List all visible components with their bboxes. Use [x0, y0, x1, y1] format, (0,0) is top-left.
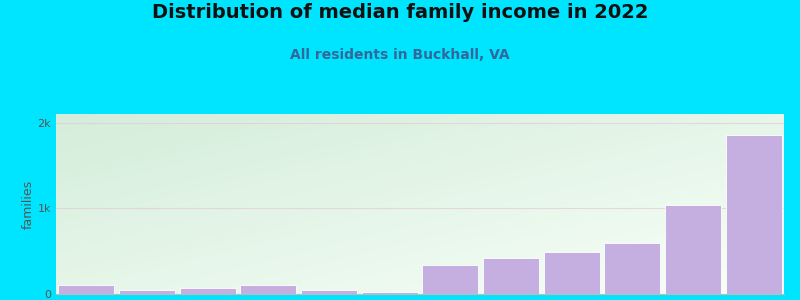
Bar: [605, 243, 660, 294]
Bar: [241, 285, 296, 294]
Bar: [301, 290, 357, 294]
Bar: [119, 290, 175, 294]
Text: All residents in Buckhall, VA: All residents in Buckhall, VA: [290, 48, 510, 62]
Bar: [665, 205, 721, 294]
Y-axis label: families: families: [22, 179, 34, 229]
Bar: [422, 265, 478, 294]
Bar: [362, 292, 418, 294]
Bar: [726, 135, 782, 294]
Bar: [483, 258, 539, 294]
Bar: [58, 285, 114, 294]
Text: Distribution of median family income in 2022: Distribution of median family income in …: [152, 3, 648, 22]
Bar: [544, 252, 599, 294]
Bar: [180, 288, 235, 294]
